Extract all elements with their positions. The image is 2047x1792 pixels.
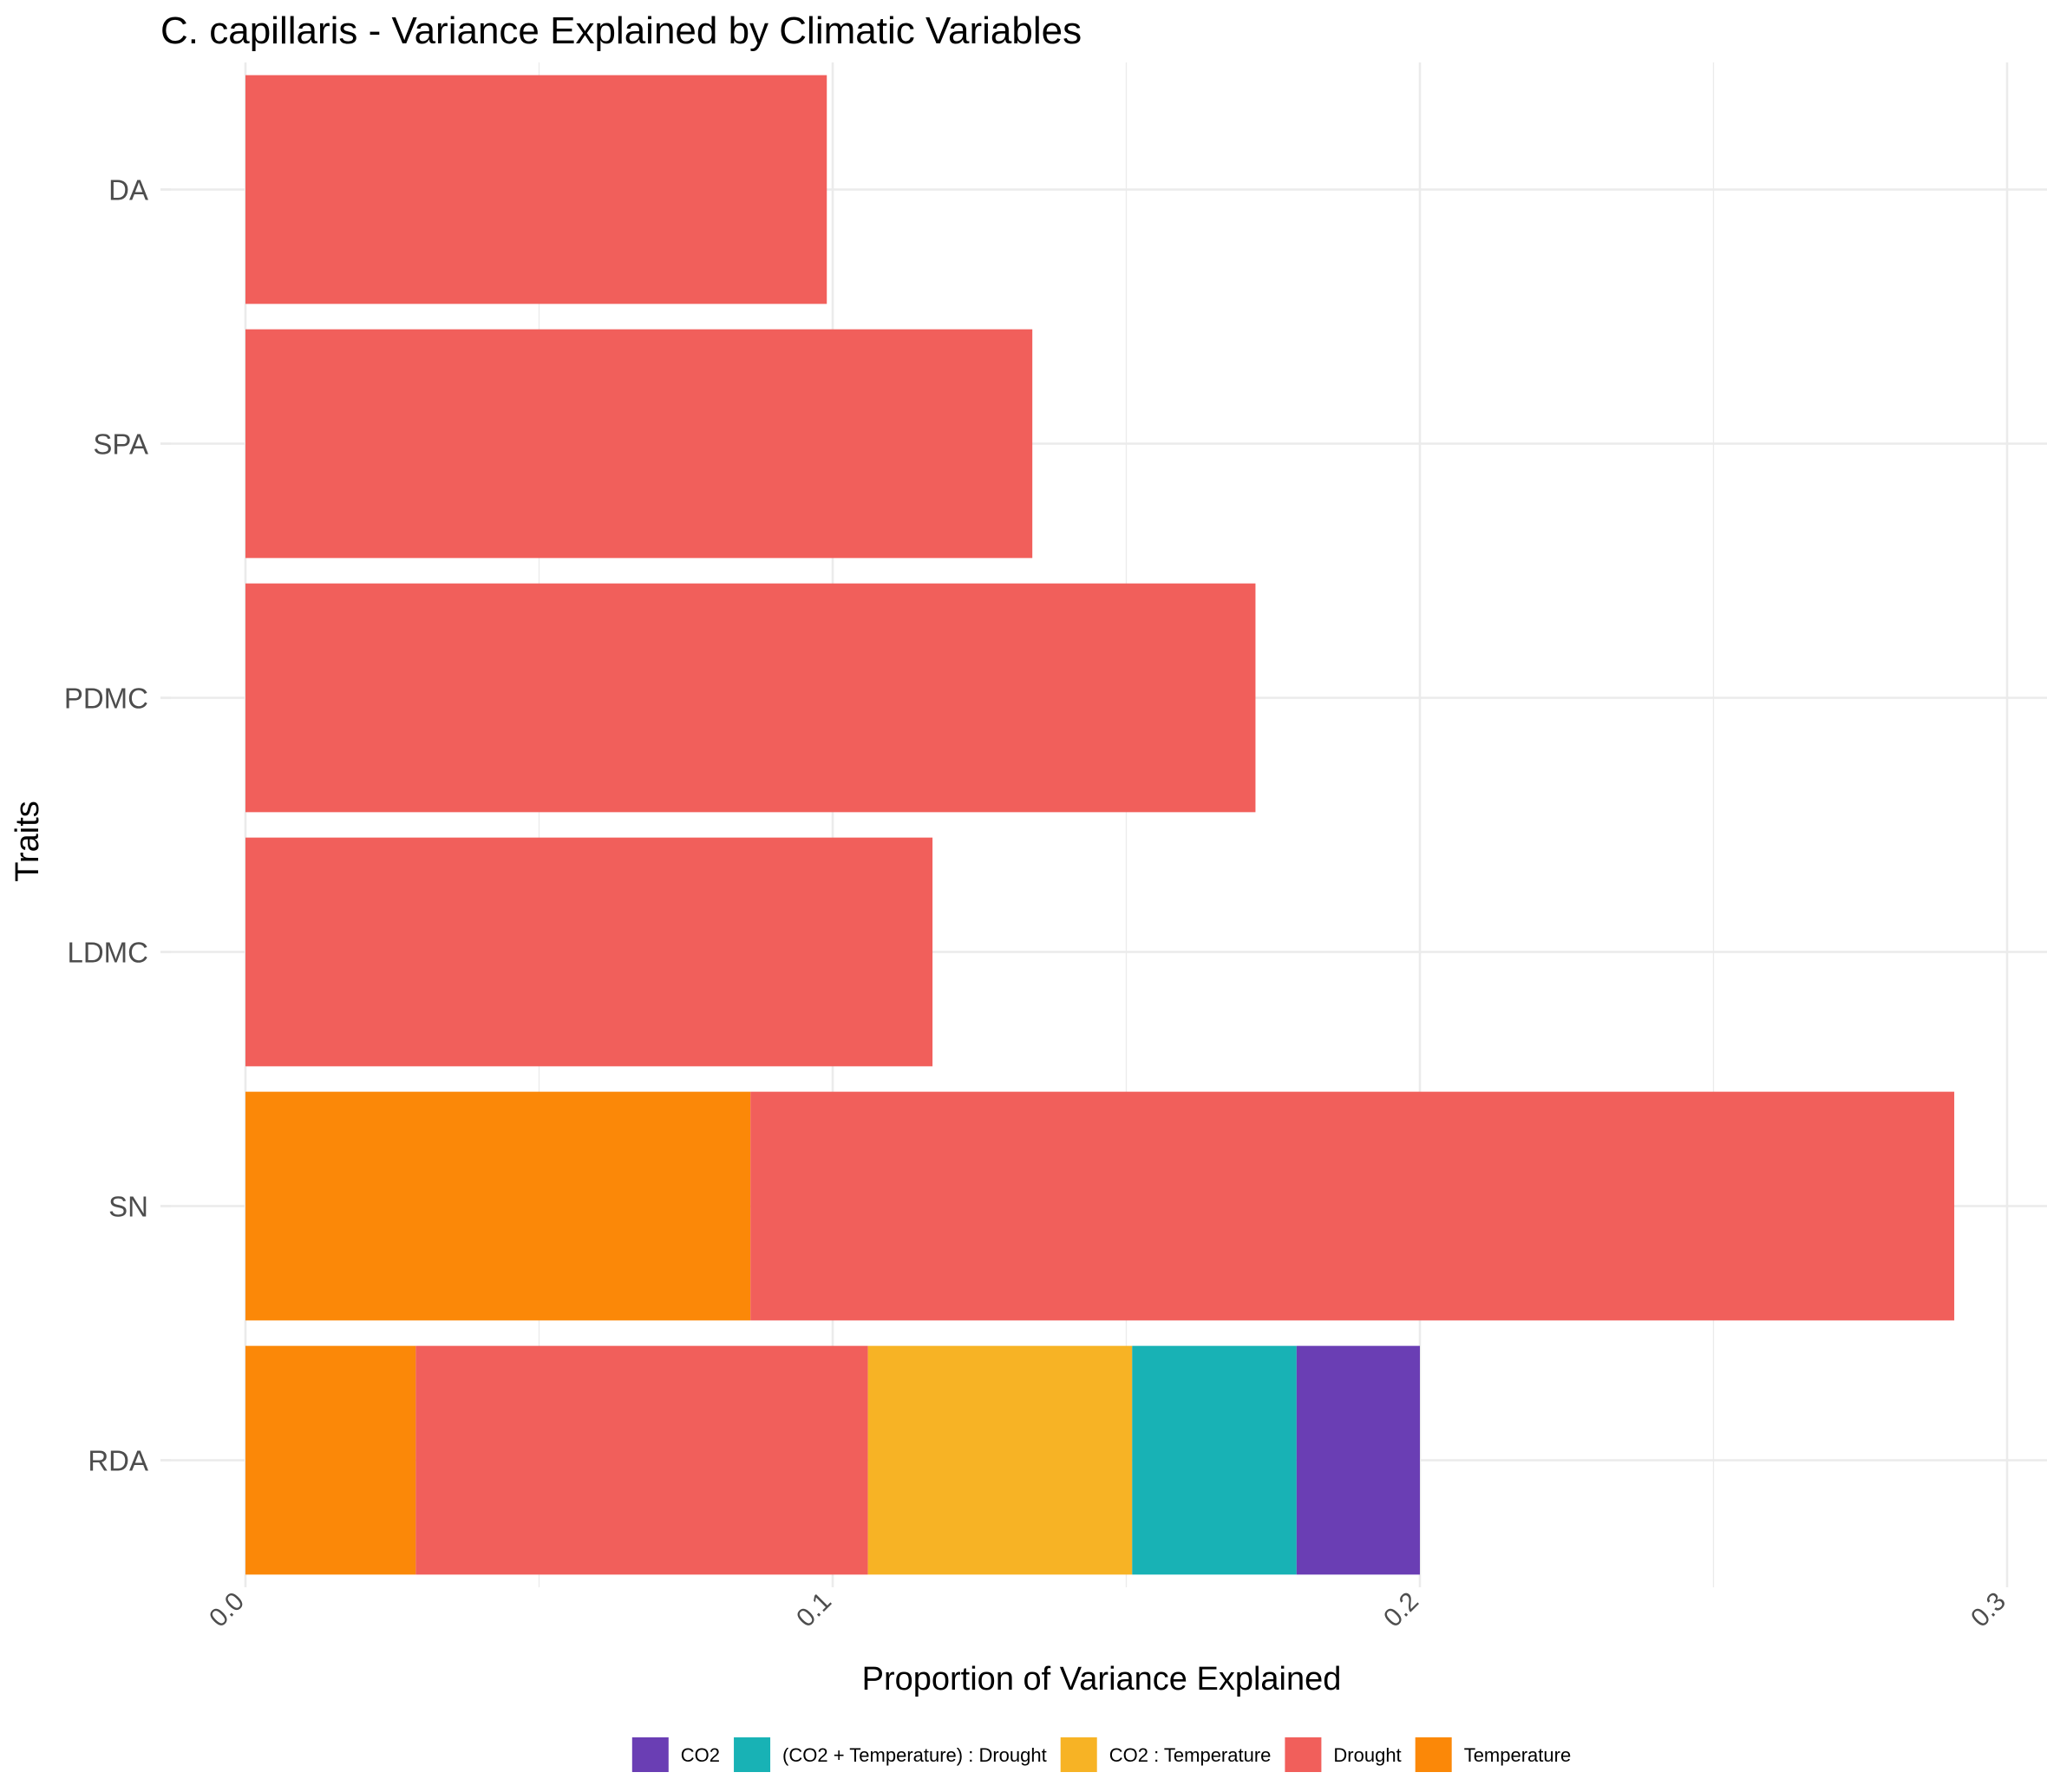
y-tick-label: SPA [93, 428, 148, 461]
legend: CO2 (CO2 + Temperature) : Drought CO2 : Te… [631, 1737, 1572, 1772]
x-tick-label: 0.3 [1965, 1587, 2011, 1633]
y-tick-label: RDA [88, 1445, 148, 1477]
bar-rda-drought [415, 1345, 868, 1575]
x-tick-label: 0.1 [791, 1587, 837, 1633]
bar-sn-drought [750, 1091, 1955, 1321]
x-axis: 0.0 0.1 0.2 0.3 [204, 1587, 2011, 1633]
legend-label: (CO2 + Temperature) : Drought [782, 1744, 1047, 1766]
x-tick-label: 0.2 [1378, 1587, 1424, 1633]
bar-rda-co2-temperature [867, 1345, 1133, 1575]
y-tick-label: LDMC [67, 937, 148, 969]
legend-label: Temperature [1464, 1744, 1572, 1766]
bar-sn-temperature [245, 1091, 751, 1321]
bar-da-drought [245, 75, 827, 304]
bar-rda-temperature [245, 1345, 416, 1575]
x-tick-label: 0.0 [204, 1587, 250, 1633]
bar-rda-co2 [1296, 1345, 1420, 1575]
x-axis-title: Proportion of Variance Explained [862, 1661, 1342, 1697]
bars [245, 75, 1955, 1575]
legend-label: CO2 : Temperature [1109, 1744, 1272, 1766]
legend-label: Drought [1333, 1744, 1401, 1766]
y-tick-label: PDMC [64, 683, 148, 715]
bar-pdmc-drought [245, 583, 1256, 813]
chart-title: C. capillaris - Variance Explained by Cl… [160, 10, 1082, 52]
legend-label: CO2 [681, 1744, 720, 1766]
legend-key-co2-temperature-drought [734, 1737, 771, 1772]
bar-ldmc-drought [245, 837, 933, 1067]
y-axis-title: Traits [10, 801, 46, 882]
legend-key-co2-temperature [1060, 1737, 1097, 1772]
bar-spa-drought [245, 329, 1033, 559]
bar-rda-co2-temperature-drought [1132, 1345, 1297, 1575]
y-axis: RDA SN LDMC PDMC SPA DA [64, 174, 171, 1477]
legend-key-co2 [631, 1737, 669, 1772]
y-tick-label: SN [108, 1191, 148, 1223]
legend-key-temperature [1415, 1737, 1452, 1772]
y-tick-label: DA [108, 174, 148, 206]
legend-key-drought [1285, 1737, 1322, 1772]
